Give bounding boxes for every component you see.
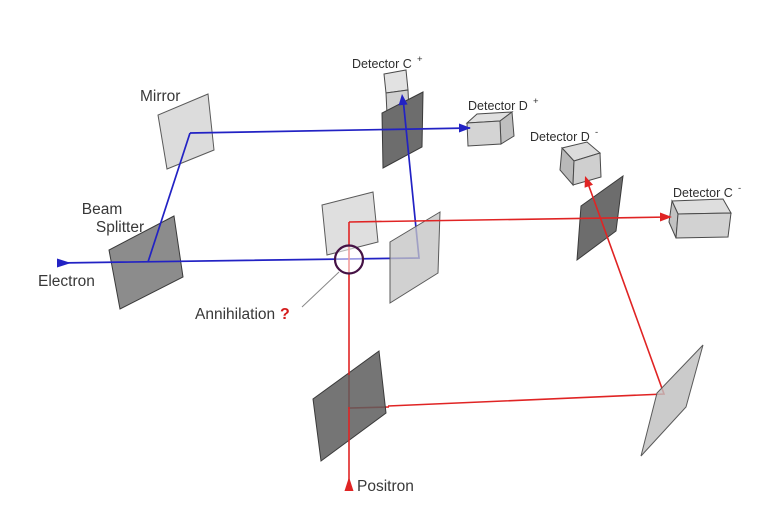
detector-c-minus-superscript: - xyxy=(738,183,741,194)
detector-d-minus-superscript: - xyxy=(595,127,598,138)
electron-upper-path xyxy=(189,127,471,134)
detector-c-minus-box-front xyxy=(675,212,732,239)
detector-c-plus-superscript: + xyxy=(417,54,423,65)
detector-d-minus-box xyxy=(559,141,602,187)
detector-d-plus-box xyxy=(465,111,515,147)
detector-c-plus-label: Detector C xyxy=(352,57,412,71)
electron-label: Electron xyxy=(38,273,95,290)
detector-d-plus-arrowhead xyxy=(459,123,471,133)
positron-reflected-path xyxy=(387,177,666,407)
electron-path-to-mirror xyxy=(147,132,191,263)
detector-d-minus-arrowhead xyxy=(584,176,593,188)
positron-beam-splitter-1 xyxy=(312,350,387,462)
annihilation-circle xyxy=(333,244,365,275)
detector-d-plus-superscript: + xyxy=(533,96,539,107)
positron-label: Positron xyxy=(357,478,414,495)
electron-mirror-screen xyxy=(389,211,441,304)
annihilation-pointer-line xyxy=(301,271,340,308)
detector-c-minus-label: Detector C xyxy=(673,186,733,200)
detector-c-minus-box-top xyxy=(671,198,732,215)
beam-splitter-label-line1: Beam xyxy=(82,201,123,218)
annihilation-label: Annihilation xyxy=(195,306,275,323)
annihilation-question-mark: ? xyxy=(280,306,290,323)
detector-c-minus-arrowhead xyxy=(660,212,672,222)
mirror-label: Mirror xyxy=(140,88,180,105)
detector-d-minus-box-front xyxy=(572,152,602,186)
detector-d-plus-label: Detector D xyxy=(468,99,528,113)
detector-c-plus-box-top xyxy=(383,69,409,94)
positron-beam-paths xyxy=(344,176,672,491)
electron-mirror-shape xyxy=(157,93,215,170)
positron-mirror-screen xyxy=(321,191,379,256)
detector-c-plus-arrowhead xyxy=(398,94,408,106)
detector-c-minus-box xyxy=(668,198,732,239)
detector-d-minus-label: Detector D xyxy=(530,130,590,144)
beam-splitter-label-line2: Splitter xyxy=(96,219,144,236)
positron-path-to-c-minus xyxy=(348,216,671,223)
positron-mirror-2-shape xyxy=(640,344,704,457)
detector-d-plus-box-front xyxy=(466,120,502,147)
